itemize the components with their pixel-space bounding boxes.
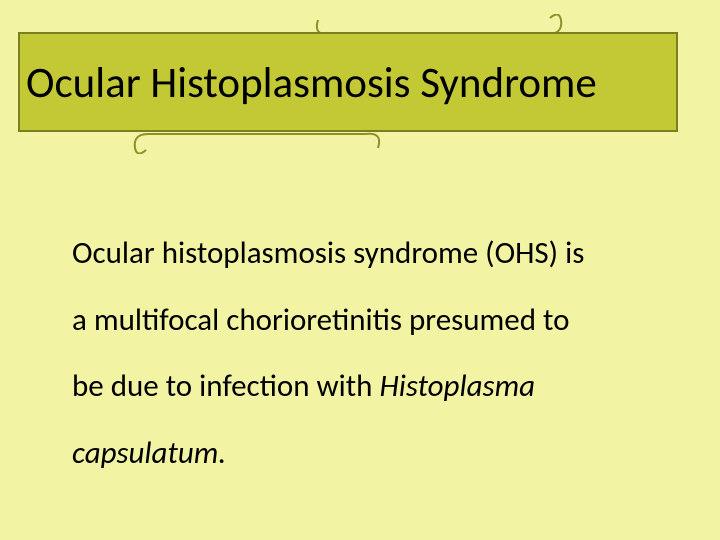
body-paragraph: Ocular histoplasmosis syndrome (OHS) is … [72, 220, 657, 487]
body-line-3-italic: Histoplasma [379, 367, 535, 405]
body-line-2: a multifocal chorioretinitis presumed to [72, 301, 569, 339]
slide: Ocular Histoplasmosis Syndrome Ocular hi… [0, 0, 720, 540]
body-line-4-italic: capsulatum. [72, 434, 226, 472]
title-container: Ocular Histoplasmosis Syndrome [18, 32, 678, 136]
body-line-1: Ocular histoplasmosis syndrome (OHS) is [72, 234, 584, 272]
title-text: Ocular Histoplasmosis Syndrome [26, 56, 597, 109]
title-box: Ocular Histoplasmosis Syndrome [18, 32, 678, 132]
body-line-3-pre: be due to infection with [72, 367, 379, 405]
scroll-bottom-path [135, 134, 379, 154]
